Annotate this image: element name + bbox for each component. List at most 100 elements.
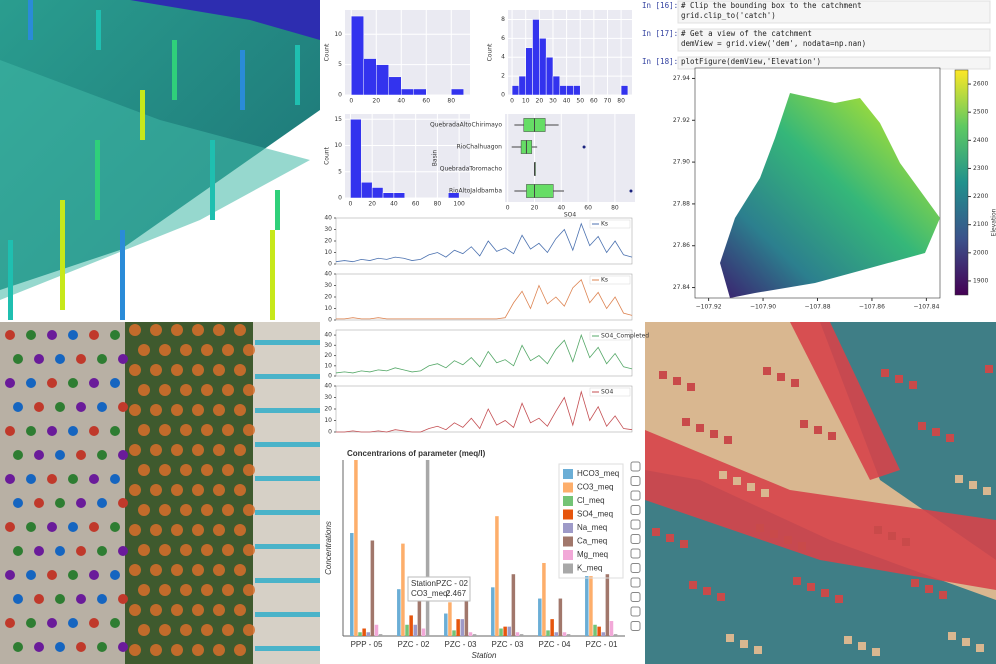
palm: [213, 524, 225, 536]
bar: [370, 540, 375, 636]
palm: [213, 564, 225, 576]
palm: [234, 364, 246, 376]
x-tick-label: 80: [617, 98, 625, 105]
y-tick-label: 27.92: [673, 117, 690, 124]
pixel: [666, 534, 674, 542]
palm: [192, 444, 204, 456]
palm: [150, 444, 162, 456]
seedling: [89, 570, 99, 580]
palm: [180, 424, 192, 436]
pixel: [689, 581, 697, 589]
seedling: [118, 402, 128, 412]
seedling: [13, 450, 23, 460]
bar: [546, 630, 550, 636]
colorbar-tick-label: 2400: [973, 137, 988, 144]
seedling: [97, 498, 107, 508]
plot-area: [335, 217, 633, 265]
crop-row: [255, 476, 320, 481]
seedling: [13, 354, 23, 364]
bar: [358, 632, 362, 636]
legend-label: SO4_Completed: [601, 333, 649, 340]
bar: [421, 628, 426, 636]
photo-nursery: [0, 322, 125, 664]
colorbar-tick-label: 2000: [973, 249, 988, 256]
bar: [393, 192, 406, 199]
y-tick-label: 27.90: [673, 159, 690, 166]
palm: [150, 404, 162, 416]
x-tick-label: 60: [590, 98, 598, 105]
y-tick-label: 30: [324, 394, 332, 401]
seedling: [13, 642, 23, 652]
palm: [234, 484, 246, 496]
colorbar-tick-label: 1900: [973, 277, 988, 284]
seedling: [55, 402, 65, 412]
y-tick-label: 0: [328, 429, 332, 436]
river-class: [645, 430, 996, 590]
y-tick-label: 10: [324, 362, 332, 369]
seedling: [34, 402, 44, 412]
bar: [354, 460, 358, 636]
bar: [566, 634, 571, 636]
pixel: [756, 524, 764, 532]
well: [60, 200, 65, 310]
bar: [507, 626, 512, 636]
pixel: [814, 426, 822, 434]
x-tick-label: 30: [549, 98, 557, 105]
pixel: [837, 473, 845, 481]
crop-row: [255, 544, 320, 549]
pixel: [909, 381, 917, 389]
seedling: [110, 474, 120, 484]
seedling: [34, 642, 44, 652]
seedling: [118, 594, 128, 604]
legend-box: [589, 219, 631, 229]
code-line: grid.clip_to('catch'): [681, 11, 776, 20]
well: [275, 190, 280, 230]
x-tick-label: 40: [397, 98, 405, 105]
code-line: # Clip the bounding box to the catchment: [681, 1, 862, 10]
crop-row: [255, 578, 320, 583]
bar: [601, 632, 606, 636]
legend-box: [589, 331, 631, 341]
y-tick-label: RioChalhuagon: [457, 144, 503, 151]
pixel: [696, 424, 704, 432]
palm: [213, 644, 225, 656]
seedling: [97, 546, 107, 556]
box: [526, 184, 554, 198]
bar: [351, 15, 364, 96]
outlier: [582, 145, 586, 149]
bar: [397, 589, 401, 636]
pixel: [687, 383, 695, 391]
x-tick-label: 40: [563, 98, 571, 105]
palm: [129, 484, 141, 496]
pixel: [821, 589, 829, 597]
palm: [150, 644, 162, 656]
toolbar-icon: [630, 505, 641, 515]
bar: [374, 624, 379, 636]
pixel: [865, 485, 873, 493]
seedling: [55, 450, 65, 460]
seedling: [5, 426, 15, 436]
palm: [129, 404, 141, 416]
well: [8, 240, 13, 320]
palm: [159, 344, 171, 356]
palm: [180, 384, 192, 396]
prompt: In [18]:: [642, 57, 678, 66]
code-line: demView = grid.view('dem', nodata=np.nan…: [681, 39, 866, 48]
crop-row: [255, 442, 320, 447]
toolbar-icon: [630, 577, 641, 588]
palm: [129, 604, 141, 616]
palm: [180, 464, 192, 476]
palm: [201, 344, 213, 356]
palm: [192, 364, 204, 376]
toolbar-icon: [630, 592, 641, 602]
palm: [201, 544, 213, 556]
seedling: [5, 522, 15, 532]
palm: [222, 464, 234, 476]
x-tick-label: 10: [522, 98, 530, 105]
x-tick-label: 80: [447, 98, 455, 105]
bar: [362, 628, 366, 636]
x-tick-label: 50: [576, 98, 584, 105]
palm: [243, 464, 255, 476]
bar: [460, 619, 465, 636]
palm: [138, 424, 150, 436]
